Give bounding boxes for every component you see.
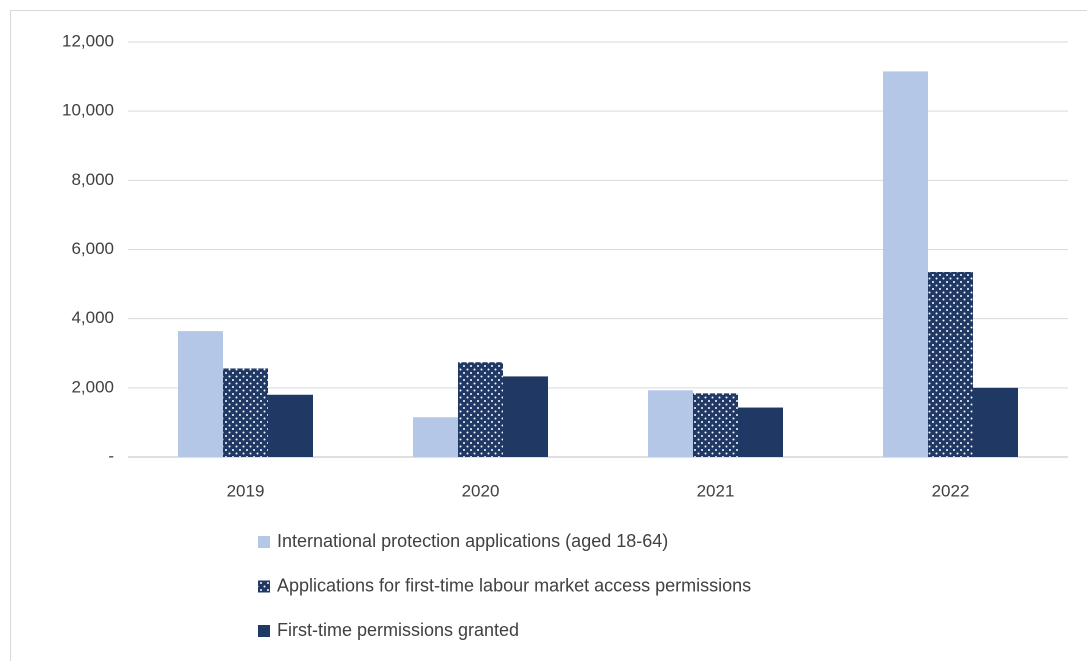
legend-swatch <box>258 536 270 548</box>
chart-frame <box>10 10 1087 661</box>
bar <box>268 394 313 457</box>
y-tick-label: 6,000 <box>71 239 114 258</box>
legend-label: First-time permissions granted <box>277 620 519 640</box>
bar <box>503 376 548 457</box>
y-tick-label: 12,000 <box>62 31 114 50</box>
bar <box>738 407 783 457</box>
y-tick-label: - <box>108 446 114 465</box>
legend-label: International protection applications (a… <box>277 531 668 551</box>
y-tick-label: 4,000 <box>71 308 114 327</box>
legend-swatch <box>258 625 270 637</box>
bar <box>413 417 458 457</box>
x-tick-label: 2019 <box>227 481 265 500</box>
y-tick-label: 8,000 <box>71 170 114 189</box>
bar <box>973 387 1018 457</box>
y-tick-label: 10,000 <box>62 101 114 120</box>
legend-swatch <box>258 580 270 593</box>
x-tick-label: 2022 <box>932 481 970 500</box>
legend: International protection applications (a… <box>258 531 751 640</box>
bar <box>928 271 973 457</box>
x-tick-label: 2020 <box>462 481 500 500</box>
bar <box>648 390 693 457</box>
y-tick-label: 2,000 <box>71 377 114 396</box>
x-tick-label: 2021 <box>697 481 735 500</box>
bar <box>883 71 928 457</box>
bar <box>458 362 503 457</box>
bar <box>223 368 268 457</box>
bar <box>693 393 738 457</box>
legend-label: Applications for first-time labour marke… <box>277 575 751 595</box>
bar <box>178 331 223 457</box>
